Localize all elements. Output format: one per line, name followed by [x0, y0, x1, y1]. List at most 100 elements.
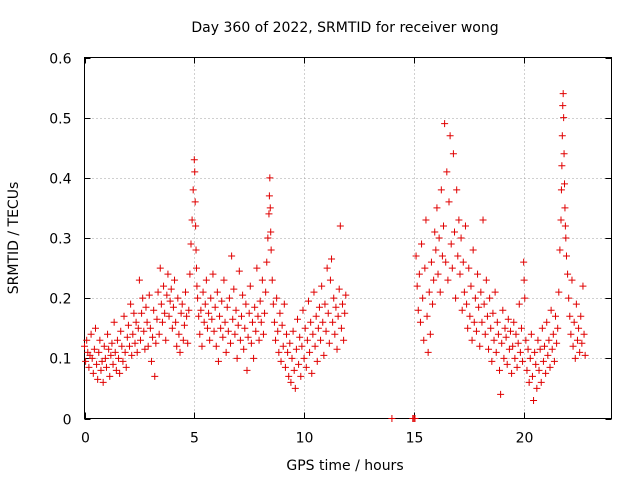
data-point — [217, 324, 225, 332]
data-point — [243, 366, 251, 374]
data-point — [182, 288, 190, 296]
data-point — [471, 294, 479, 302]
data-point — [230, 285, 238, 293]
data-point — [339, 300, 347, 308]
y-tick-label: 0 — [63, 413, 72, 429]
data-point — [432, 246, 440, 254]
data-point — [91, 324, 99, 332]
data-point — [187, 240, 195, 248]
data-point — [238, 312, 246, 320]
data-point — [133, 348, 141, 356]
data-point — [454, 252, 462, 260]
data-point — [106, 372, 114, 380]
data-point — [118, 342, 126, 350]
data-point — [140, 327, 148, 335]
data-point — [189, 186, 197, 194]
data-point — [112, 366, 120, 374]
data-point — [168, 324, 176, 332]
data-point — [120, 312, 128, 320]
data-point — [278, 321, 286, 329]
data-point — [447, 240, 455, 248]
data-point — [131, 339, 139, 347]
data-point — [427, 258, 435, 266]
data-point — [218, 297, 226, 305]
data-point — [162, 336, 170, 344]
data-point — [134, 324, 142, 332]
data-point — [561, 204, 569, 212]
data-point — [266, 204, 274, 212]
data-point — [136, 336, 144, 344]
data-point — [192, 264, 200, 272]
data-point — [486, 294, 494, 302]
data-point — [478, 318, 486, 326]
data-point — [292, 345, 300, 353]
data-point — [309, 330, 317, 338]
data-point — [169, 303, 177, 311]
data-point — [494, 330, 502, 338]
data-point — [198, 342, 206, 350]
data-point — [547, 306, 555, 314]
data-point — [436, 288, 444, 296]
data-point — [578, 339, 586, 347]
data-point — [164, 270, 172, 278]
data-point — [553, 339, 561, 347]
data-point — [319, 318, 327, 326]
data-point — [184, 339, 192, 347]
data-point — [514, 339, 522, 347]
data-point — [100, 342, 108, 350]
data-point — [554, 324, 562, 332]
data-point — [418, 240, 426, 248]
data-point — [258, 276, 266, 284]
data-point — [320, 351, 328, 359]
data-point — [264, 234, 272, 242]
data-point — [281, 363, 289, 371]
data-point — [318, 282, 326, 290]
data-point — [94, 375, 102, 383]
data-point — [176, 348, 184, 356]
data-point — [185, 306, 193, 314]
data-point — [224, 327, 232, 335]
data-point — [505, 345, 513, 353]
data-point — [555, 288, 563, 296]
data-point — [511, 354, 519, 362]
data-point — [147, 357, 155, 365]
data-point — [440, 222, 448, 230]
data-point — [267, 246, 275, 254]
data-point — [539, 357, 547, 365]
data-point — [498, 339, 506, 347]
data-point — [580, 330, 588, 338]
data-point — [499, 306, 507, 314]
data-point — [303, 336, 311, 344]
y-tick-label: 0.3 — [49, 232, 71, 248]
data-point — [335, 285, 343, 293]
data-point — [95, 348, 103, 356]
data-point — [206, 336, 214, 344]
data-point — [448, 264, 456, 272]
data-point — [298, 342, 306, 350]
data-point — [304, 297, 312, 305]
data-point — [422, 216, 430, 224]
data-point — [430, 276, 438, 284]
data-point — [235, 267, 243, 275]
data-point — [232, 306, 240, 314]
data-point — [537, 378, 545, 386]
data-point — [138, 309, 146, 317]
data-point — [535, 366, 543, 374]
data-point — [275, 348, 283, 356]
data-point — [509, 342, 517, 350]
data-point — [173, 342, 181, 350]
data-point — [544, 351, 552, 359]
data-point — [210, 327, 218, 335]
data-point — [197, 306, 205, 314]
data-point — [330, 294, 338, 302]
data-point — [161, 309, 169, 317]
data-point — [191, 198, 199, 206]
data-point — [490, 336, 498, 344]
y-tick-label: 0.6 — [49, 52, 71, 68]
data-point — [223, 303, 231, 311]
data-point — [222, 348, 230, 356]
data-point — [259, 330, 267, 338]
y-tick-label: 0.4 — [49, 172, 71, 188]
data-point — [322, 327, 330, 335]
data-point — [306, 348, 314, 356]
